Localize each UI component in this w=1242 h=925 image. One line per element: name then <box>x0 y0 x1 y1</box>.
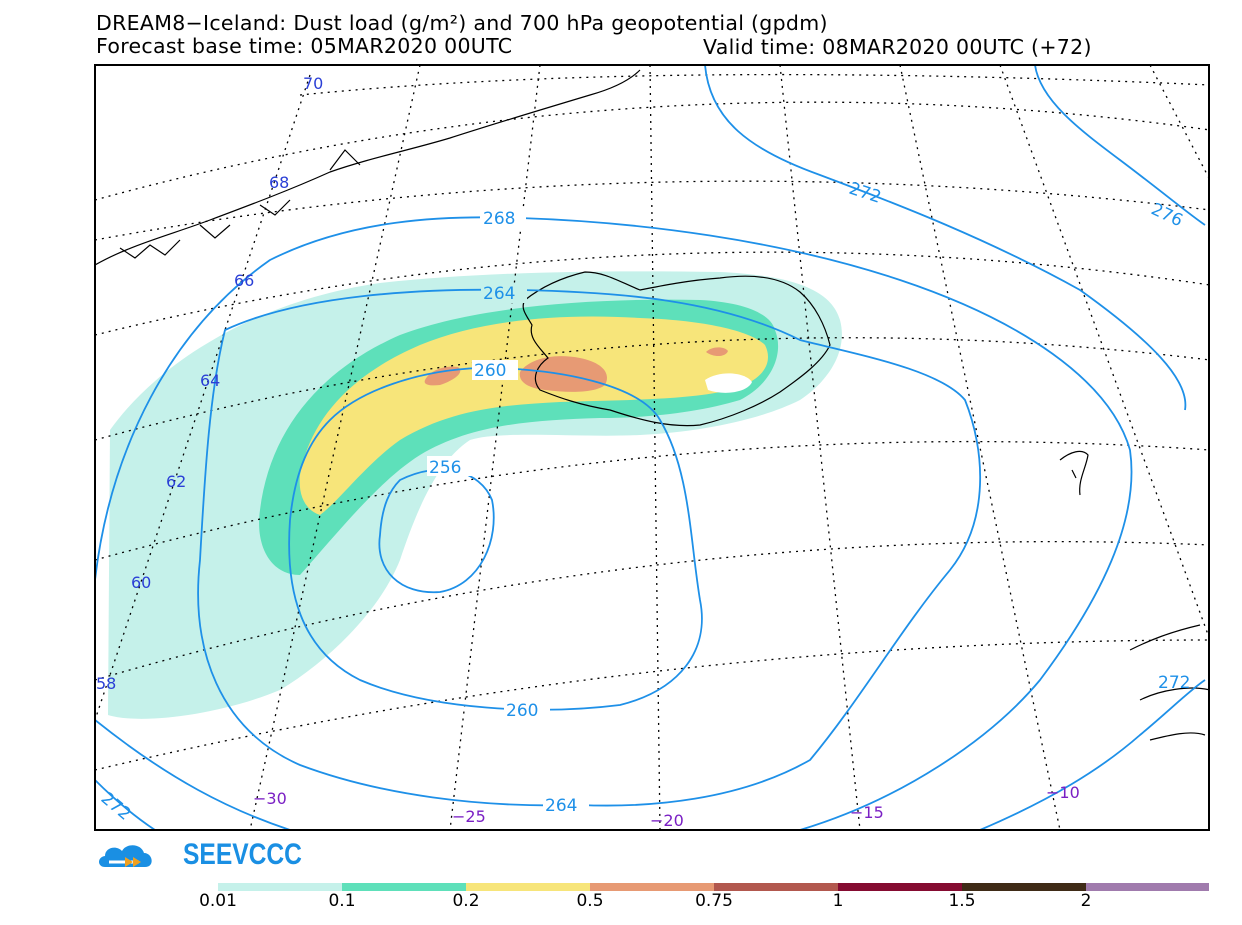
lon-label: −20 <box>650 811 684 830</box>
contour-256 <box>378 468 495 594</box>
contour-label: 272 <box>1158 673 1190 693</box>
contour-label: 264 <box>483 284 515 304</box>
iceland-coast <box>522 271 831 427</box>
contour-label: 272 <box>846 179 883 208</box>
contour-label: 256 <box>429 458 461 478</box>
colorbar-swatch <box>962 883 1086 891</box>
contour-label: 260 <box>506 701 538 721</box>
dust-layer-05c <box>706 347 728 357</box>
contour-label: 268 <box>483 209 515 229</box>
colorbar-swatch <box>838 883 962 891</box>
logo-text: SEEVCCC <box>183 838 302 871</box>
lat-label: 68 <box>269 173 289 192</box>
colorbar-label: 0.2 <box>452 891 480 911</box>
colorbar-label: 1 <box>832 891 844 911</box>
colorbar <box>218 883 1209 891</box>
lon-label: −10 <box>1046 783 1080 802</box>
contour-276 <box>1034 65 1206 226</box>
dust-free-patch <box>705 373 752 393</box>
contour-260 <box>288 367 703 711</box>
lat-label: 62 <box>166 472 186 491</box>
colorbar-swatch <box>714 883 838 891</box>
contour-272-south <box>979 679 1206 830</box>
seevccc-logo <box>99 845 152 867</box>
colorbar-label: 0.1 <box>328 891 356 911</box>
lat-label: 58 <box>96 674 116 693</box>
contour-268 <box>95 216 1133 830</box>
lon-label: −30 <box>253 789 287 808</box>
contour-label: 260 <box>474 361 506 381</box>
lat-label: 66 <box>234 271 254 290</box>
contour-label: 276 <box>1148 199 1186 231</box>
colorbar-swatch <box>466 883 590 891</box>
longitude-label-group: −30 −25 −20 −15 −10 <box>253 783 1080 830</box>
dust-layer-02 <box>299 316 768 515</box>
lat-label: 64 <box>200 371 220 390</box>
lon-label: −25 <box>452 807 486 826</box>
coastlines <box>95 69 1209 741</box>
valid-time: Valid time: 08MAR2020 00UTC (+72) <box>703 35 1092 59</box>
colorbar-label: 0.5 <box>576 891 604 911</box>
colorbar-label: 0.01 <box>199 891 237 911</box>
colorbar-label: 0.75 <box>695 891 733 911</box>
parallels <box>95 73 1209 771</box>
lat-label: 60 <box>131 573 151 592</box>
map-title: DREAM8−Iceland: Dust load (g/m²) and 700… <box>96 11 828 35</box>
geopotential-contours <box>95 65 1206 830</box>
contour-272 <box>704 65 1187 411</box>
contour-272-sw <box>95 779 156 830</box>
colorbar-label: 2 <box>1080 891 1092 911</box>
meridians <box>95 65 1209 830</box>
greenland-coast <box>95 69 641 266</box>
lat-label: 70 <box>303 74 323 93</box>
contour-label: 272 <box>97 789 135 825</box>
map-frame <box>94 64 1210 831</box>
latitude-label-group: 70 68 66 64 62 60 58 <box>96 74 323 693</box>
contour-label: 264 <box>545 796 577 816</box>
dust-layer-05a <box>424 366 461 386</box>
colorbar-swatch <box>218 883 342 891</box>
colorbar-swatch <box>342 883 466 891</box>
contour-264 <box>197 288 981 807</box>
colorbar-swatch <box>1086 883 1209 891</box>
forecast-base-time: Forecast base time: 05MAR2020 00UTC <box>96 34 513 58</box>
colorbar-label: 1.5 <box>948 891 976 911</box>
colorbar-swatch <box>590 883 714 891</box>
lon-label: −15 <box>850 803 884 822</box>
